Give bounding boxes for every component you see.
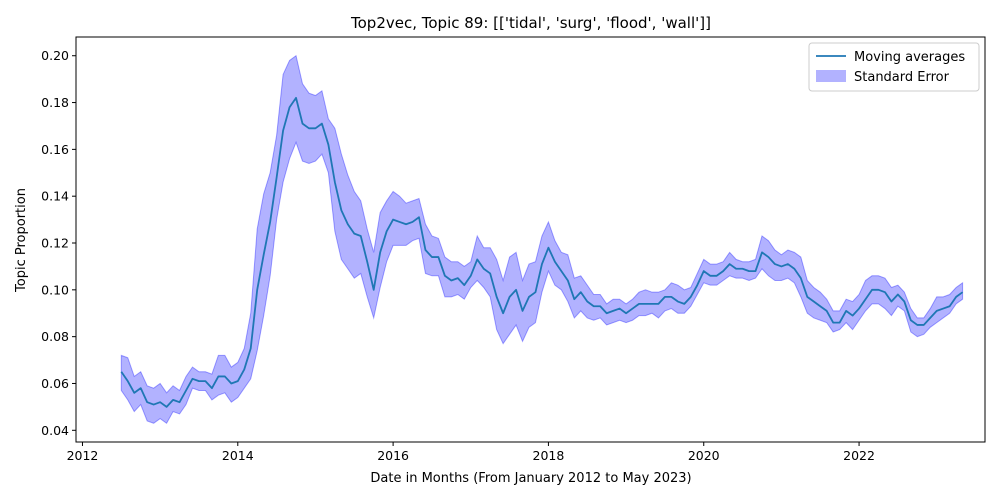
y-tick-label: 0.12 (41, 236, 69, 251)
moving-average-line (120, 96, 964, 408)
legend-band-swatch (816, 70, 846, 82)
plot-frame (75, 36, 986, 443)
legend-label-moving-averages: Moving averages (854, 50, 965, 65)
legend: Moving averages Standard Error (808, 42, 980, 92)
y-tick-label: 0.20 (41, 48, 69, 63)
y-tick-label: 0.14 (41, 189, 69, 204)
y-tick-label: 0.08 (41, 329, 69, 344)
legend-frame (808, 42, 980, 92)
standard-error-band-layer (120, 54, 964, 425)
y-tick-label: 0.06 (41, 376, 69, 391)
legend-label-standard-error: Standard Error (854, 70, 950, 85)
x-tick-label: 2020 (688, 448, 720, 463)
chart-title: Top2vec, Topic 89: [['tidal', 'surg', 'f… (350, 14, 711, 32)
x-tick-label: 2012 (67, 448, 99, 463)
standard-error-band (120, 54, 964, 425)
x-axis-ticks: 2012 2014 2016 2018 2020 2022 (67, 442, 875, 463)
x-tick-label: 2014 (222, 448, 254, 463)
x-tick-label: 2018 (533, 448, 565, 463)
y-tick-label: 0.10 (41, 282, 69, 297)
x-axis-label: Date in Months (From January 2012 to May… (370, 471, 691, 486)
x-tick-label: 2016 (377, 448, 409, 463)
y-tick-label: 0.18 (41, 95, 69, 110)
y-axis-label: Topic Proportion (14, 188, 29, 293)
moving-average-line-layer (120, 96, 964, 408)
y-tick-label: 0.04 (41, 423, 69, 438)
y-axis-ticks: 0.04 0.06 0.08 0.10 0.12 0.14 0.16 0.18 0.20 (41, 48, 76, 438)
y-tick-label: 0.16 (41, 142, 69, 157)
x-tick-label: 2022 (843, 448, 875, 463)
